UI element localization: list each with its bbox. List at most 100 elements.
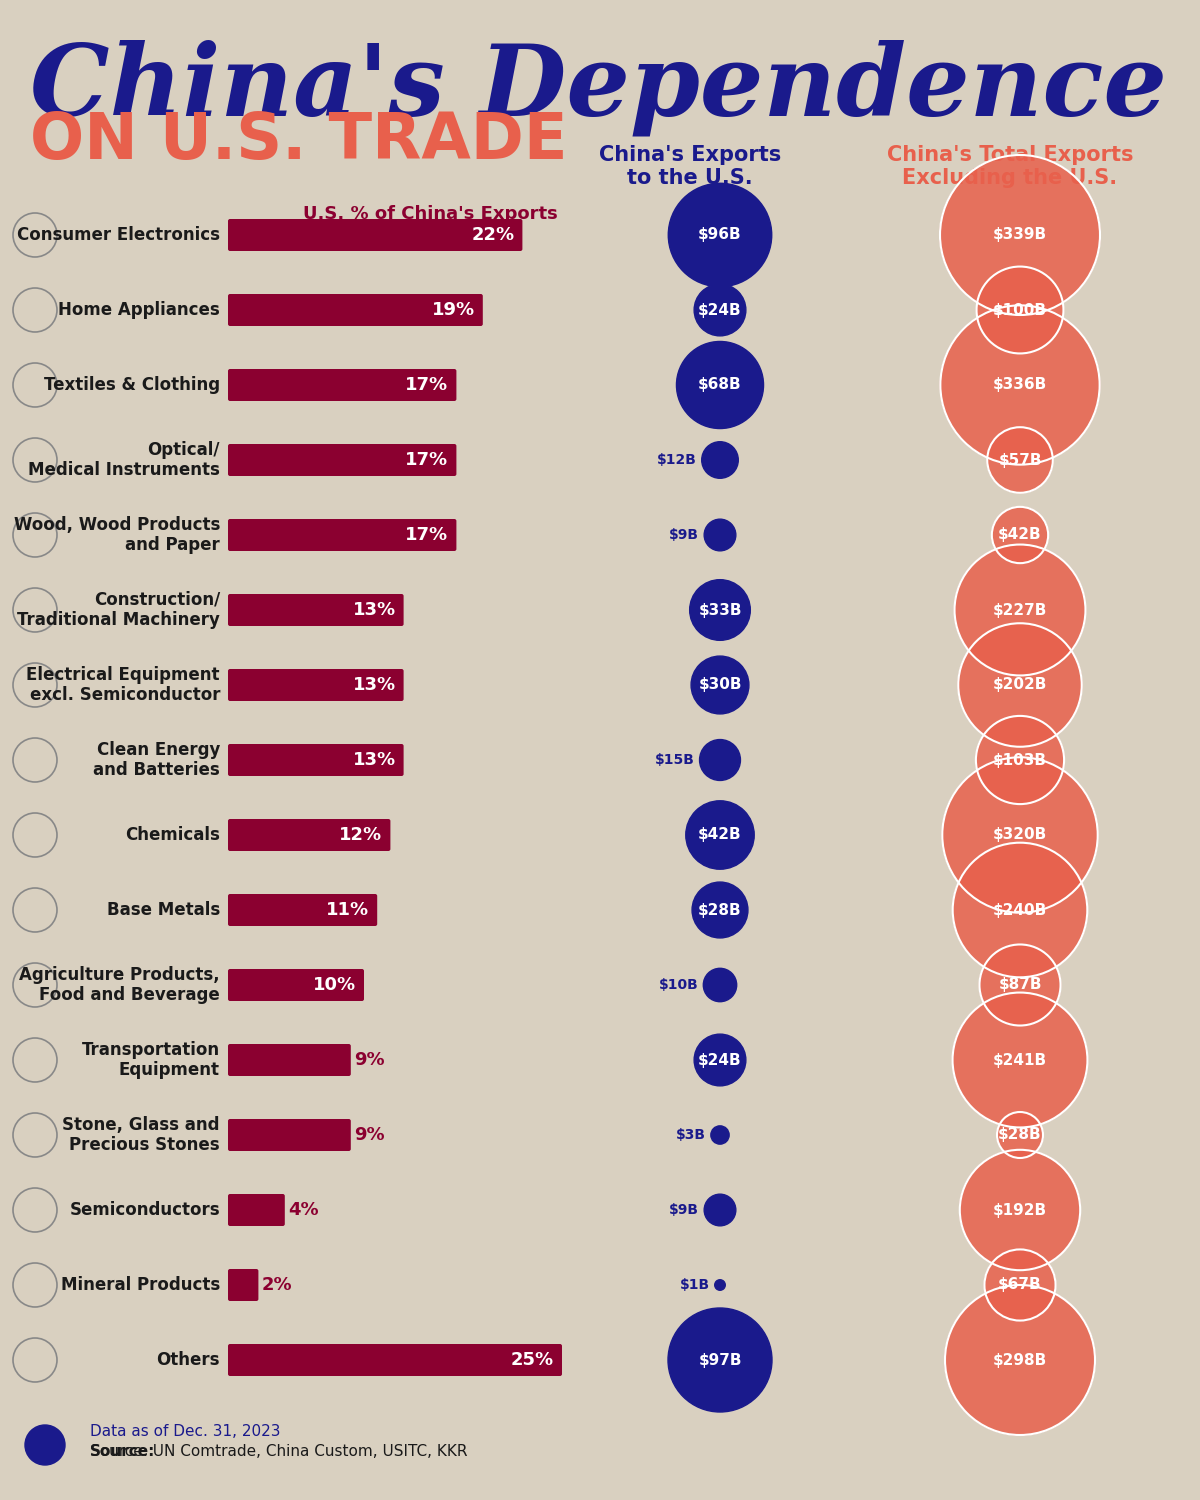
Text: $241B: $241B	[992, 1053, 1048, 1068]
Text: China's Total Exports
Excluding the U.S.: China's Total Exports Excluding the U.S.	[887, 146, 1133, 188]
Circle shape	[694, 1034, 746, 1086]
FancyBboxPatch shape	[228, 744, 403, 776]
Text: Equipment: Equipment	[119, 1060, 220, 1078]
Text: 13%: 13%	[353, 752, 396, 770]
Circle shape	[703, 969, 737, 1002]
Circle shape	[25, 1425, 65, 1466]
Text: 19%: 19%	[432, 302, 475, 320]
Text: $339B: $339B	[992, 228, 1048, 243]
Circle shape	[988, 427, 1052, 494]
FancyBboxPatch shape	[228, 1344, 562, 1376]
Text: Agriculture Products,: Agriculture Products,	[19, 966, 220, 984]
Text: $9B: $9B	[670, 1203, 700, 1216]
FancyBboxPatch shape	[228, 1194, 284, 1225]
Text: $320B: $320B	[992, 828, 1048, 843]
Circle shape	[941, 306, 1099, 465]
Text: Consumer Electronics: Consumer Electronics	[17, 226, 220, 244]
Circle shape	[953, 993, 1087, 1128]
Circle shape	[715, 1280, 725, 1290]
Text: 25%: 25%	[511, 1352, 554, 1370]
Text: Others: Others	[156, 1352, 220, 1370]
Circle shape	[977, 267, 1063, 354]
Text: Semiconductors: Semiconductors	[70, 1202, 220, 1219]
Text: 17%: 17%	[406, 452, 449, 470]
Circle shape	[13, 363, 58, 407]
Text: excl. Semiconductor: excl. Semiconductor	[30, 686, 220, 703]
Text: $67B: $67B	[998, 1278, 1042, 1293]
Circle shape	[13, 288, 58, 332]
Text: $298B: $298B	[992, 1353, 1048, 1368]
Text: $15B: $15B	[655, 753, 695, 766]
Text: $12B: $12B	[656, 453, 697, 466]
Text: 4%: 4%	[288, 1202, 318, 1219]
Text: Chemicals: Chemicals	[125, 827, 220, 844]
FancyBboxPatch shape	[228, 894, 377, 926]
Text: $24B: $24B	[698, 303, 742, 318]
Text: $1B: $1B	[679, 1278, 709, 1292]
Text: ON U.S. TRADE: ON U.S. TRADE	[30, 110, 568, 172]
Text: $68B: $68B	[698, 378, 742, 393]
Circle shape	[13, 888, 58, 932]
Text: China's Exports
to the U.S.: China's Exports to the U.S.	[599, 146, 781, 188]
Text: Electrical Equipment: Electrical Equipment	[26, 666, 220, 684]
Circle shape	[668, 183, 772, 286]
Text: $10B: $10B	[659, 978, 698, 992]
Text: $97B: $97B	[698, 1353, 742, 1368]
Text: U.S. % of China's Exports: U.S. % of China's Exports	[302, 206, 557, 224]
Circle shape	[690, 579, 750, 640]
Circle shape	[668, 1308, 772, 1412]
Text: 17%: 17%	[406, 526, 449, 544]
Text: Medical Instruments: Medical Instruments	[28, 460, 220, 478]
Text: $57B: $57B	[998, 453, 1042, 468]
Text: $103B: $103B	[994, 753, 1046, 768]
Circle shape	[13, 813, 58, 856]
Circle shape	[13, 588, 58, 632]
FancyBboxPatch shape	[228, 519, 456, 550]
Text: $87B: $87B	[998, 978, 1042, 993]
Circle shape	[959, 622, 1081, 747]
Text: and Paper: and Paper	[125, 536, 220, 554]
Circle shape	[13, 1338, 58, 1382]
FancyBboxPatch shape	[228, 219, 522, 251]
FancyBboxPatch shape	[228, 594, 403, 626]
Text: $202B: $202B	[992, 678, 1048, 693]
Text: 13%: 13%	[353, 676, 396, 694]
Circle shape	[692, 882, 748, 938]
Text: 17%: 17%	[406, 376, 449, 394]
Circle shape	[940, 154, 1100, 315]
Text: Stone, Glass and: Stone, Glass and	[62, 1116, 220, 1134]
Text: $28B: $28B	[698, 903, 742, 918]
Text: Transportation: Transportation	[82, 1041, 220, 1059]
Text: Optical/: Optical/	[148, 441, 220, 459]
FancyBboxPatch shape	[228, 444, 456, 476]
Text: $30B: $30B	[698, 678, 742, 693]
Circle shape	[710, 1126, 730, 1144]
Text: Precious Stones: Precious Stones	[70, 1136, 220, 1154]
Circle shape	[984, 1250, 1056, 1320]
Text: $96B: $96B	[698, 228, 742, 243]
Text: Construction/: Construction/	[94, 591, 220, 609]
Circle shape	[13, 1113, 58, 1156]
Circle shape	[704, 519, 736, 550]
FancyBboxPatch shape	[228, 669, 403, 700]
Text: Clean Energy: Clean Energy	[97, 741, 220, 759]
Circle shape	[13, 1188, 58, 1231]
Circle shape	[954, 544, 1086, 675]
Text: Source:: Source:	[90, 1444, 155, 1460]
Text: Wood, Wood Products: Wood, Wood Products	[13, 516, 220, 534]
FancyBboxPatch shape	[228, 969, 364, 1000]
Text: China's Dependence: China's Dependence	[30, 40, 1166, 136]
Text: $24B: $24B	[698, 1053, 742, 1068]
FancyBboxPatch shape	[228, 819, 390, 850]
Circle shape	[997, 1112, 1043, 1158]
FancyBboxPatch shape	[228, 1044, 350, 1076]
FancyBboxPatch shape	[228, 369, 456, 400]
Circle shape	[976, 716, 1064, 804]
Text: 9%: 9%	[354, 1126, 384, 1144]
Text: $100B: $100B	[994, 303, 1046, 318]
Circle shape	[694, 284, 746, 336]
Circle shape	[700, 740, 740, 780]
Text: 9%: 9%	[354, 1052, 384, 1070]
FancyBboxPatch shape	[228, 1269, 258, 1300]
Text: Mineral Products: Mineral Products	[61, 1276, 220, 1294]
